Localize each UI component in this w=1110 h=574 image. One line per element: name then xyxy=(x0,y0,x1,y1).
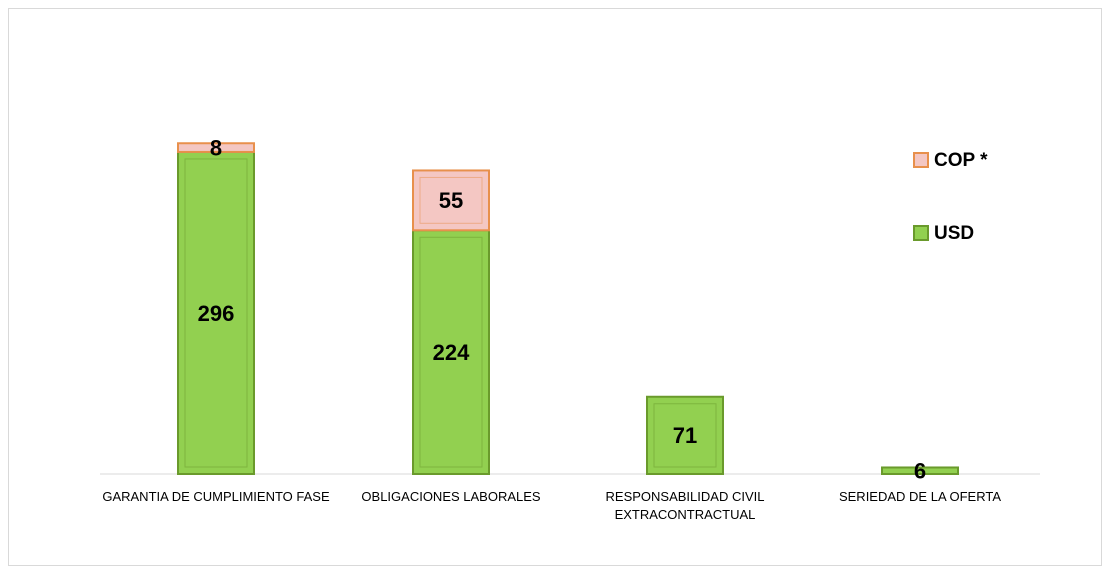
data-label: 6 xyxy=(914,459,926,484)
chart-border xyxy=(8,8,1102,566)
bar-segment xyxy=(881,466,959,475)
data-label: 296 xyxy=(198,301,235,326)
legend-label: COP * xyxy=(934,150,988,171)
x-tick-label: SERIEDAD DE LA OFERTA xyxy=(838,489,1002,504)
x-tick-label: OBLIGACIONES LABORALES xyxy=(361,489,541,504)
x-tick-label: GARANTIA DE CUMPLIMIENTO FASE xyxy=(102,489,330,504)
legend-label: USD xyxy=(934,223,974,244)
bar-segment xyxy=(412,169,490,232)
bar-segment xyxy=(177,142,255,153)
data-label: 71 xyxy=(673,423,697,448)
bar-bevel xyxy=(419,236,483,468)
legend-swatch xyxy=(913,152,929,168)
data-label: 224 xyxy=(433,340,470,365)
bar-segment xyxy=(177,150,255,475)
data-label: 55 xyxy=(439,188,463,213)
bar-segment xyxy=(412,229,490,475)
data-label: 8 xyxy=(210,135,222,160)
bar-segment xyxy=(646,395,724,476)
legend-swatch xyxy=(913,225,929,241)
x-tick-label: RESPONSABILIDAD CIVIL EXTRACONTRACTUAL xyxy=(605,489,765,522)
bar-bevel xyxy=(184,158,248,468)
bar-bevel xyxy=(419,176,483,224)
bar-bevel xyxy=(653,403,717,468)
